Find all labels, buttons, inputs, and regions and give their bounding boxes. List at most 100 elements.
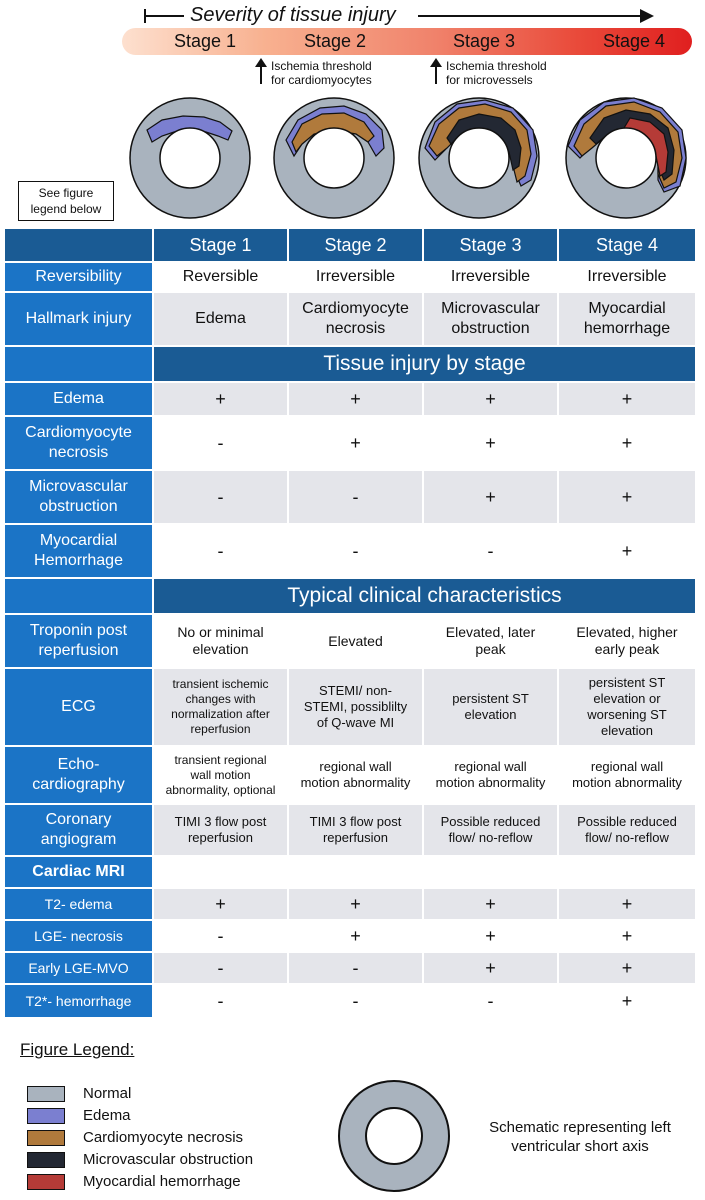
row-label-echo: Echo-cardiography [5, 747, 152, 803]
ecg-stage-4-line1: persistent ST [588, 675, 666, 690]
mvo-stage-2: - [289, 471, 422, 523]
echo-stage-4: regional wall motion abnormality [559, 747, 695, 803]
hallmark-stage-1: Edema [154, 293, 287, 345]
row-label-troponin-line2: reperfusion [38, 642, 119, 659]
mvo-stage-4: + [559, 471, 695, 523]
reversibility-stage-1: Reversible [182, 268, 259, 285]
ecg-stage-2-line3: of Q-wave MI [316, 715, 395, 730]
t2star-hemorrhage-stage-2: - [352, 990, 359, 1011]
troponin-stage-1-line1: No or minimal [177, 624, 264, 640]
hallmark-stage-2-line2: necrosis [325, 320, 386, 337]
stage3-ring-icon [418, 97, 540, 219]
ecg-stage-1: transient ischemic changes with normaliz… [154, 669, 287, 745]
up-arrow-icon [255, 58, 267, 84]
hallmark-stage-4: Myocardial hemorrhage [559, 293, 695, 345]
hallmark-stage-3-line1: Microvascular [441, 300, 540, 317]
echo-stage-2-line1: regional wall [319, 759, 392, 774]
troponin-stage-2-line1: Elevated [328, 632, 383, 649]
legend-title: Figure Legend: [20, 1040, 135, 1059]
reversibility-stage-2: Irreversible [315, 268, 396, 285]
row-label-lge-necrosis: LGE- necrosis [5, 921, 152, 951]
angiogram-stage-3-line2: flow/ no-reflow [448, 830, 533, 845]
schematic-description-line1: Schematic representing left [489, 1119, 671, 1136]
band-label-blank [5, 347, 152, 381]
troponin-stage-3: Elevated, later peak [424, 615, 557, 667]
angiogram-stage-2-line2: reperfusion [322, 830, 389, 845]
row-label-angiogram-line1: Coronary [45, 811, 112, 828]
ecg-stage-1-line1: transient ischemic [172, 677, 269, 691]
table-row-lge-necrosis: LGE- necrosis - + + + [5, 921, 695, 953]
ecg-stage-3-line1: persistent ST [452, 691, 529, 706]
ecg-stage-4-line4: elevation [600, 723, 654, 738]
t2star-hemorrhage-stage-3: - [487, 990, 494, 1011]
troponin-stage-4-line2: early peak [594, 641, 660, 657]
t2-edema-stage-3: + [424, 889, 557, 919]
legend-label-edema: Edema [83, 1107, 131, 1124]
echo-stage-1-line2: wall motion [190, 767, 251, 782]
stage4-ring-icon [565, 97, 687, 219]
hemorrhage-stage-3: - [487, 540, 494, 561]
hallmark-stage-4-line1: Myocardial [588, 300, 666, 317]
angiogram-stage-2: TIMI 3 flow post reperfusion [289, 805, 422, 855]
row-label-hemorrhage-line2: Hemorrhage [34, 552, 123, 569]
row-label-cardiac-mri: Cardiac MRI [5, 857, 152, 887]
angiogram-stage-4-line1: Possible reduced [577, 814, 677, 829]
legend-label-hemorrhage: Myocardial hemorrhage [83, 1173, 241, 1190]
swatch-necrosis-icon [27, 1130, 65, 1146]
header-stage-3: Stage 3 [424, 229, 557, 261]
stage2-ring-icon [273, 97, 395, 219]
ecg-stage-2-line1: STEMI/ non- [319, 683, 392, 698]
mvo-stage-3: + [424, 471, 557, 523]
table-row-hemorrhage: Myocardial Hemorrhage - - - + [5, 525, 695, 579]
hemorrhage-stage-4: + [621, 540, 633, 561]
table-row-mri-header: Cardiac MRI [5, 857, 695, 889]
row-label-necrosis-line2: necrosis [48, 444, 109, 461]
threshold-cardio-line2: for cardiomyocytes [271, 73, 372, 87]
edema-stage-3: + [424, 383, 557, 415]
t2star-hemorrhage-stage-1: - [217, 990, 224, 1011]
see-legend-line1: See figure [38, 186, 94, 200]
edema-stage-1: + [154, 383, 287, 415]
hallmark-stage-4-line2: hemorrhage [583, 320, 671, 337]
hallmark-stage-1-line1: Edema [195, 310, 246, 327]
ecg-stage-1-line2: changes with [185, 692, 256, 706]
header-stage-4: Stage 4 [559, 229, 695, 261]
row-label-hallmark: Hallmark injury [5, 293, 152, 345]
edema-stage-4: + [559, 383, 695, 415]
table-row-echo: Echo-cardiography transient regional wal… [5, 747, 695, 805]
table-header-corner [5, 229, 152, 261]
t2-edema-stage-4: + [559, 889, 695, 919]
swatch-hemorrhage-icon [27, 1174, 65, 1190]
stage-bar-label-3: Stage 3 [453, 31, 516, 51]
short-axis-ring-icon [338, 1080, 450, 1192]
table-row-mvo: Microvascular obstruction - - + + [5, 471, 695, 525]
row-label-reversibility: Reversibility [5, 263, 152, 291]
row-label-troponin: Troponin post reperfusion [5, 615, 152, 667]
hemorrhage-stage-1: - [217, 540, 224, 561]
schematic-description: Schematic representing left ventricular … [465, 1118, 695, 1156]
stage-bar-label-2: Stage 2 [304, 31, 367, 51]
ecg-stage-3-line2: elevation [464, 707, 517, 722]
ecg-stage-2: STEMI/ non- STEMI, possiblilty of Q-wave… [289, 669, 422, 745]
row-label-necrosis: Cardiomyocyte necrosis [5, 417, 152, 469]
band-label-blank [5, 579, 152, 613]
hallmark-stage-2-line1: Cardiomyocyte [302, 300, 409, 317]
legend-label-normal: Normal [83, 1085, 132, 1102]
row-label-angiogram: Coronary angiogram [5, 805, 152, 855]
row-label-angiogram-line2: angiogram [40, 831, 117, 848]
troponin-stage-2: Elevated [289, 615, 422, 667]
legend-label-necrosis: Cardiomyocyte necrosis [83, 1129, 244, 1146]
table-band-clinical: Typical clinical characteristics [5, 579, 695, 615]
troponin-stage-3-line2: peak [475, 641, 506, 657]
ecg-stage-1-line4: reperfusion [190, 722, 251, 736]
ecg-stage-4-line2: elevation or [593, 691, 661, 706]
swatch-mvo-icon [27, 1152, 65, 1168]
t2-edema-stage-1: + [154, 889, 287, 919]
t2star-hemorrhage-stage-4: + [621, 990, 633, 1011]
lge-necrosis-stage-2: + [350, 925, 361, 946]
mvo-stage-1: - [154, 471, 287, 523]
edema-stage-2: + [289, 383, 422, 415]
table-row-t2star-hemorrhage: T2*- hemorrhage - - - + [5, 985, 695, 1019]
row-label-mvo-line2: obstruction [39, 498, 118, 515]
row-label-echo-line2: cardiography [32, 776, 125, 793]
